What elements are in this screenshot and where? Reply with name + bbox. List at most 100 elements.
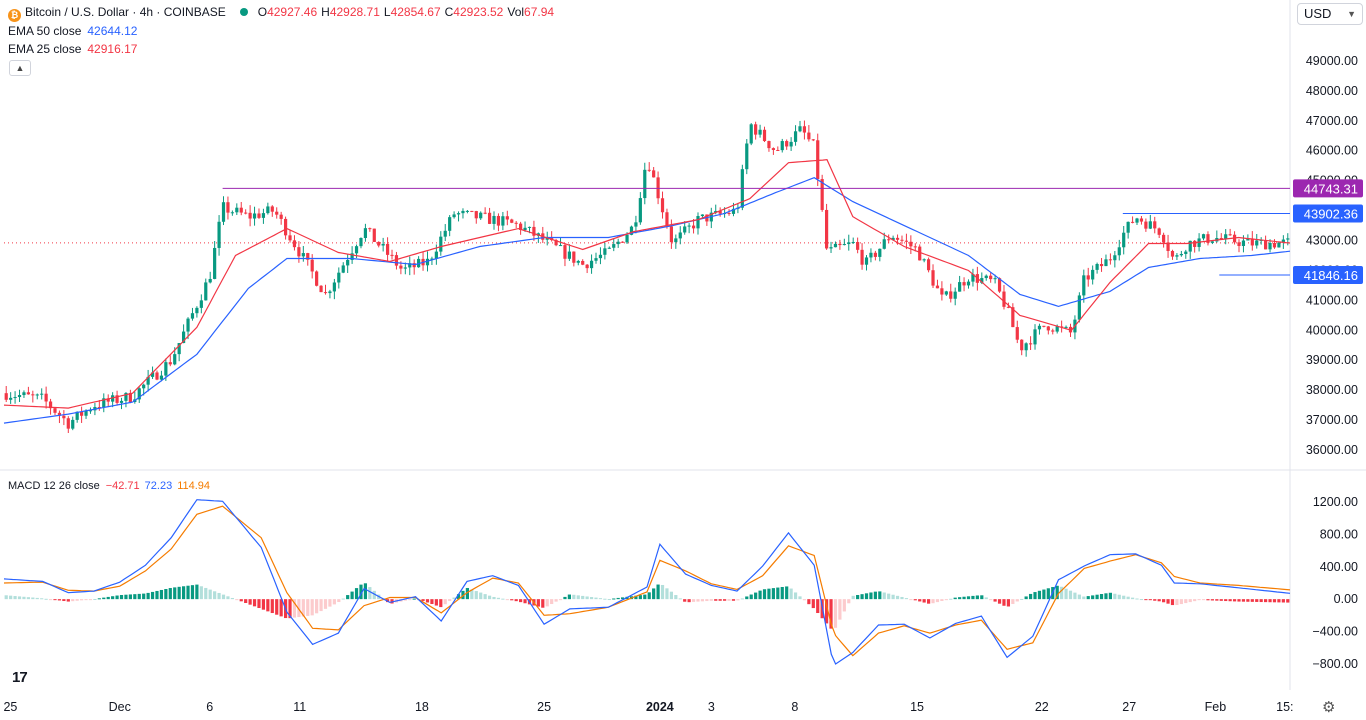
candle-body <box>940 288 944 295</box>
macd-bar <box>119 594 124 600</box>
candle-body <box>1113 255 1117 261</box>
ema25-legend[interactable]: EMA 25 close 42916.17 <box>8 41 137 57</box>
candle <box>1042 325 1046 328</box>
candle-body <box>350 253 354 260</box>
candle-body <box>341 265 345 273</box>
candle-body <box>244 212 248 214</box>
candle-body <box>75 411 79 420</box>
candle-body <box>683 226 687 233</box>
candle-body <box>71 419 75 429</box>
macd-line-value: 72.23 <box>144 480 173 492</box>
macd-bar <box>44 598 48 600</box>
macd-bar <box>873 591 877 600</box>
candle-body <box>150 372 155 377</box>
macd-bar <box>190 585 195 600</box>
candle-body <box>776 149 780 151</box>
candle-body <box>847 242 851 245</box>
macd-bar <box>536 599 540 607</box>
macd-bar <box>776 587 780 600</box>
candle <box>306 252 310 266</box>
macd-bar <box>554 599 558 602</box>
macd-bar <box>807 599 811 605</box>
macd-legend[interactable]: MACD 12 26 close −42.71 72.23 114.94 <box>8 478 210 494</box>
macd-bar <box>292 599 297 618</box>
macd-bar <box>816 599 820 614</box>
macd-bar <box>1268 599 1272 603</box>
macd-bar <box>1037 590 1042 600</box>
candle-body <box>1268 243 1272 250</box>
candle <box>439 231 443 256</box>
macd-bar <box>652 588 656 600</box>
macd-bar <box>824 599 829 624</box>
candle-body <box>102 398 106 408</box>
candle-body <box>275 211 279 215</box>
macd-bar <box>545 599 549 607</box>
time-tick-label: 22 <box>1035 700 1049 714</box>
candle <box>412 259 416 275</box>
candle <box>341 262 345 274</box>
time-tick-label: Feb <box>1205 700 1227 714</box>
candle-body <box>354 246 359 254</box>
candle-body <box>563 245 567 259</box>
candle-body <box>1011 307 1015 328</box>
candle-body <box>997 278 1002 292</box>
gear-icon[interactable]: ⚙ <box>1322 699 1336 716</box>
macd-bar <box>310 599 314 616</box>
macd-bar <box>483 594 487 600</box>
macd-bar <box>603 598 607 600</box>
candle <box>563 243 567 267</box>
ema50-line <box>3 177 1291 424</box>
candle <box>1024 342 1028 357</box>
macd-bar <box>346 595 350 600</box>
currency-select[interactable]: USD ▼ <box>1297 3 1363 25</box>
candle-body <box>767 141 771 149</box>
candle-body <box>1241 240 1246 247</box>
candle <box>687 223 691 234</box>
candle-body <box>266 206 270 214</box>
candle-body <box>718 210 722 214</box>
macd-bar <box>612 598 616 600</box>
macd-bar <box>1117 594 1121 600</box>
candle-body <box>1228 234 1232 236</box>
candle <box>75 411 79 423</box>
candle <box>283 216 288 240</box>
macd-hist-value: −42.71 <box>105 480 140 492</box>
candle <box>31 390 35 403</box>
candle-body <box>789 141 793 147</box>
macd-bar <box>332 599 336 605</box>
candle-body <box>1144 221 1148 229</box>
macd-bar <box>248 599 252 605</box>
candle-body <box>625 234 629 243</box>
macd-bar <box>856 594 860 600</box>
candle <box>1033 324 1037 350</box>
macd-bar <box>1082 596 1086 600</box>
candle-body <box>523 227 527 230</box>
macd-signal-value: 114.94 <box>177 480 211 492</box>
candle <box>838 239 842 250</box>
macd-bar <box>1153 599 1157 601</box>
candle-body <box>496 215 501 226</box>
candle-body <box>638 198 642 223</box>
macd-bar <box>864 593 869 600</box>
candle-body <box>891 237 895 241</box>
candle <box>1170 249 1175 260</box>
candle-body <box>798 126 802 132</box>
candle-body <box>35 394 39 396</box>
candle-body <box>221 202 226 222</box>
macd-bar <box>257 599 261 609</box>
candle <box>754 121 758 140</box>
macd-bar <box>315 599 319 614</box>
macd-bar <box>1162 599 1166 603</box>
candle <box>1130 216 1135 224</box>
ema50-legend[interactable]: EMA 50 close 42644.12 <box>8 23 137 39</box>
candle <box>381 237 385 252</box>
macd-bar <box>461 590 465 600</box>
macd-bar <box>496 597 501 600</box>
candle <box>111 392 115 408</box>
macd-bar <box>842 599 846 612</box>
collapse-chevron-icon[interactable]: ▲ <box>9 60 31 76</box>
macd-bar <box>953 597 957 600</box>
candle <box>319 285 323 293</box>
candle-body <box>1064 326 1068 328</box>
